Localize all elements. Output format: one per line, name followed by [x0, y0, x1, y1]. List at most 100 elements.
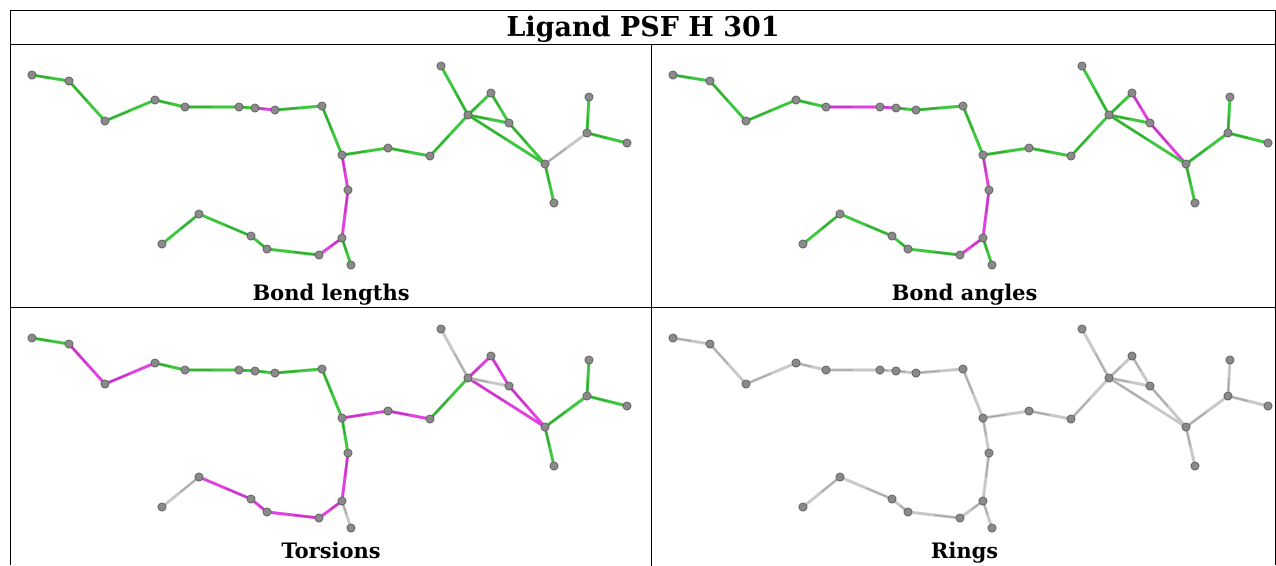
atom-19	[1263, 401, 1273, 411]
bond-28	[340, 236, 353, 267]
bond-20	[1184, 425, 1197, 468]
atom-8	[317, 101, 327, 111]
bond-shade-12	[1094, 90, 1110, 116]
bond-20	[1184, 162, 1197, 205]
bond-12	[1080, 327, 1111, 380]
atom-14	[1127, 88, 1137, 98]
bond-shade-16	[1108, 377, 1148, 404]
bond-28	[340, 499, 353, 530]
bond-16	[466, 376, 547, 429]
atom-4	[180, 365, 190, 375]
bond-22	[340, 451, 350, 503]
bond-8	[961, 104, 985, 157]
bond-8	[320, 367, 344, 420]
bond-shade-12	[453, 353, 469, 379]
panel-torsions: Torsions	[11, 308, 651, 566]
bond-10	[386, 146, 432, 158]
bond-29	[1107, 376, 1152, 388]
bond-shade-16	[1108, 114, 1148, 141]
atom-10	[1024, 406, 1034, 416]
atom-9	[978, 150, 988, 160]
bond-19	[1226, 394, 1270, 408]
bond-shade-8	[321, 368, 333, 394]
bond-angles-molecule	[668, 61, 1273, 270]
bond-7	[914, 104, 965, 112]
atom-19	[1263, 138, 1273, 148]
atom-28	[987, 523, 997, 533]
torsions-molecule	[27, 324, 632, 533]
atom-4	[180, 102, 190, 112]
atom-7	[270, 368, 280, 378]
caption-torsions: Torsions	[281, 538, 381, 563]
rings-molecule	[668, 324, 1273, 533]
bond-0	[671, 73, 712, 83]
atom-18	[1225, 92, 1235, 102]
bond-15	[507, 121, 547, 166]
bond-shade-26	[224, 224, 252, 237]
bond-0	[30, 336, 71, 346]
atom-8	[958, 364, 968, 374]
bond-24	[906, 510, 962, 520]
panel-bond-lengths: Bond lengths	[11, 45, 651, 307]
atom-19	[622, 138, 632, 148]
atom-13	[436, 61, 446, 71]
atom-12	[1104, 373, 1114, 383]
atom-4	[821, 102, 831, 112]
atom-22	[337, 496, 347, 506]
atom-0	[27, 70, 37, 80]
atom-22	[978, 496, 988, 506]
bond-shade-11	[1070, 398, 1091, 420]
atom-7	[270, 105, 280, 115]
bond-shade-12	[453, 90, 469, 116]
bond-shade-1	[68, 343, 88, 365]
bond-shade-15	[1149, 385, 1169, 407]
atom-26	[835, 472, 845, 482]
bond-shade-1	[709, 80, 729, 102]
bond-21	[981, 153, 991, 192]
bond-24	[265, 510, 321, 520]
bond-shade-2	[104, 109, 131, 122]
bond-11	[1069, 376, 1111, 421]
ligand-figure: Ligand PSF H 301 Bond lengths Bond angle…	[10, 10, 1276, 566]
bond-13	[1107, 354, 1134, 380]
bond-shade-1	[68, 80, 88, 102]
bond-13	[1107, 91, 1134, 117]
atom-3	[791, 358, 801, 368]
bond-26	[197, 212, 253, 238]
bond-shade-8	[962, 105, 974, 131]
atom-18	[584, 92, 594, 102]
atom-8	[317, 364, 327, 374]
bond-12	[439, 64, 470, 117]
atom-0	[27, 333, 37, 343]
atom-21	[984, 185, 994, 195]
atom-21	[343, 448, 353, 458]
bond-23	[958, 499, 985, 520]
bond-9	[340, 409, 390, 420]
bond-shade-8	[321, 105, 333, 131]
bond-shade-15	[508, 385, 528, 407]
bond-20	[543, 162, 556, 205]
atom-16	[1181, 422, 1191, 432]
atom-3	[791, 95, 801, 105]
bond-shade-26	[865, 224, 893, 237]
atom-24	[903, 244, 913, 254]
bond-8	[320, 104, 344, 157]
atom-4	[821, 365, 831, 375]
bond-14	[1130, 354, 1152, 388]
atom-7	[911, 105, 921, 115]
atom-2	[741, 116, 751, 126]
atom-9	[337, 150, 347, 160]
bond-27	[160, 212, 201, 246]
atom-5	[234, 365, 244, 375]
atom-19	[622, 401, 632, 411]
bond-21	[981, 416, 991, 455]
bond-14	[489, 354, 511, 388]
bond-22	[340, 188, 350, 240]
bond-14	[1130, 91, 1152, 125]
atom-1	[64, 76, 74, 86]
atom-18	[1225, 355, 1235, 365]
atom-7	[911, 368, 921, 378]
atom-1	[64, 339, 74, 349]
bond-23	[317, 499, 344, 520]
bond-26	[838, 212, 894, 238]
